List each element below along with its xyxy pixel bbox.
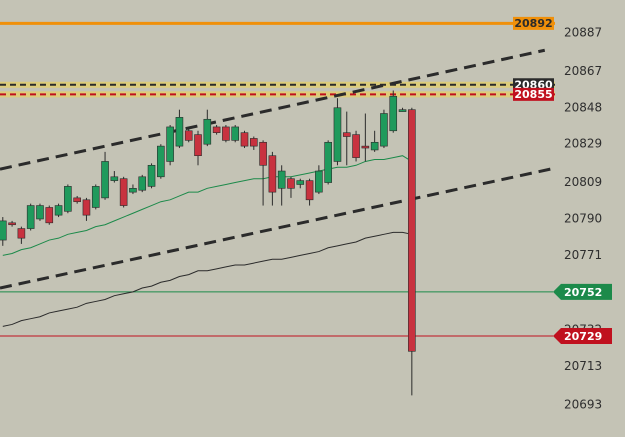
price-tag [553, 327, 612, 344]
candle-body [296, 180, 305, 185]
candle-body [36, 205, 44, 220]
candle-body [240, 132, 249, 147]
price-tag-label: 20855 [514, 88, 552, 101]
candle-body [129, 187, 137, 193]
price-tag [513, 16, 554, 30]
candle-body [277, 170, 286, 189]
candle-body [184, 130, 193, 141]
y-tick-label: 20848 [564, 100, 602, 114]
y-tick-label: 20867 [564, 64, 602, 78]
candle-body [166, 126, 174, 162]
candle-body [26, 205, 35, 229]
candle-body [64, 186, 72, 212]
y-tick-label: 20771 [564, 248, 602, 262]
candle-body [352, 134, 360, 158]
candle-body [305, 180, 314, 201]
price-tag-label: 20729 [564, 330, 602, 343]
candle-body [361, 145, 370, 149]
candle-body [8, 222, 16, 226]
y-tick-label: 20790 [564, 211, 602, 225]
candle-body [370, 141, 379, 151]
price-tag [513, 87, 554, 101]
candle-body [287, 178, 295, 189]
candle-body [333, 107, 342, 162]
candle-body [380, 113, 388, 147]
candle-body [110, 176, 119, 181]
candle-body [315, 170, 323, 193]
candle-body [342, 132, 351, 137]
candle-body [147, 164, 156, 187]
candle-body [54, 205, 63, 216]
y-tick-label: 20693 [564, 397, 602, 411]
candle-body [138, 176, 147, 191]
candle-body [175, 117, 184, 147]
candle-body [408, 109, 416, 352]
candle-body [398, 109, 407, 112]
candle-body [45, 207, 54, 224]
candle-body [17, 228, 26, 239]
y-tick-label: 20713 [564, 359, 602, 373]
moving-average [2, 155, 413, 256]
candle-body [249, 138, 258, 147]
candle-body [157, 145, 165, 178]
candle-body [119, 178, 128, 206]
candle-body [73, 197, 81, 203]
candle-body [212, 126, 221, 133]
y-tick-label: 20829 [564, 137, 602, 151]
candle-body [203, 118, 212, 145]
candle-body [231, 126, 240, 141]
candle-body [101, 161, 109, 199]
candle-body [222, 126, 230, 141]
candle-body [259, 141, 267, 166]
y-tick-label: 20887 [564, 25, 602, 39]
price-tag-label: 20752 [564, 286, 602, 299]
price-tag-label: 20892 [514, 17, 552, 30]
candle-body [324, 141, 332, 183]
y-tick-label: 20809 [564, 175, 602, 189]
price-tag [553, 283, 612, 300]
candle-body [268, 155, 277, 193]
candle-body [389, 95, 398, 132]
candle-body [91, 186, 100, 208]
candle-body [82, 199, 91, 216]
trendline [0, 48, 546, 171]
candle-body [0, 220, 7, 241]
candle-body [194, 134, 202, 157]
moving-average [2, 231, 412, 327]
